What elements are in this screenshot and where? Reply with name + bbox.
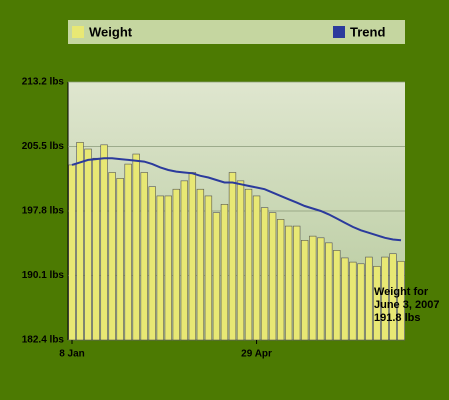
x-tick-label: 8 Jan bbox=[59, 349, 85, 360]
bar bbox=[373, 265, 381, 341]
bar bbox=[309, 235, 317, 341]
y-tick-label: 182.4 lbs bbox=[22, 335, 65, 346]
bar bbox=[301, 240, 309, 341]
bar bbox=[100, 144, 108, 341]
bar bbox=[188, 172, 197, 341]
bar bbox=[180, 180, 189, 341]
bar bbox=[92, 157, 100, 341]
bar bbox=[268, 212, 277, 341]
bar bbox=[397, 260, 405, 341]
bar bbox=[349, 261, 357, 341]
y-tick-label: 213.2 lbs bbox=[22, 77, 65, 88]
bar bbox=[220, 203, 229, 341]
legend-label: Weight bbox=[89, 24, 133, 39]
bar bbox=[260, 207, 269, 341]
bar bbox=[317, 237, 325, 341]
legend-swatch bbox=[72, 26, 84, 38]
bar bbox=[140, 172, 148, 341]
bar bbox=[124, 163, 132, 341]
y-tick-label: 205.5 lbs bbox=[22, 141, 65, 152]
y-tick-label: 190.1 lbs bbox=[22, 270, 65, 281]
bar bbox=[68, 164, 76, 341]
bar bbox=[341, 257, 349, 341]
bar bbox=[84, 148, 92, 341]
bar bbox=[381, 256, 389, 341]
bar bbox=[276, 219, 285, 341]
legend-swatch bbox=[333, 26, 345, 38]
bar bbox=[132, 153, 140, 341]
bar bbox=[212, 212, 221, 341]
bar bbox=[333, 250, 341, 341]
legend-label: Trend bbox=[350, 24, 385, 39]
bar bbox=[164, 195, 172, 341]
bar bbox=[148, 186, 156, 341]
y-tick-label: 197.8 lbs bbox=[22, 206, 65, 217]
annotation: 191.8 lbs bbox=[374, 312, 420, 324]
bar bbox=[244, 188, 253, 341]
bar bbox=[357, 263, 365, 341]
bar bbox=[252, 195, 261, 341]
bar bbox=[389, 253, 397, 341]
bar bbox=[108, 172, 116, 341]
bar bbox=[116, 178, 124, 341]
x-tick-label: 29 Apr bbox=[241, 349, 272, 360]
bar bbox=[365, 256, 373, 341]
bar bbox=[236, 180, 245, 341]
bar bbox=[156, 195, 164, 341]
bar bbox=[196, 188, 205, 341]
bar bbox=[325, 242, 333, 341]
bar bbox=[204, 195, 213, 341]
annotation: June 3, 2007 bbox=[374, 299, 439, 311]
bar bbox=[76, 142, 84, 341]
trend-line bbox=[71, 157, 402, 242]
bar bbox=[172, 188, 180, 341]
bar bbox=[228, 172, 237, 341]
legend bbox=[68, 20, 405, 44]
bar bbox=[293, 225, 301, 341]
annotation: Weight for bbox=[374, 286, 429, 298]
bar bbox=[284, 225, 293, 341]
